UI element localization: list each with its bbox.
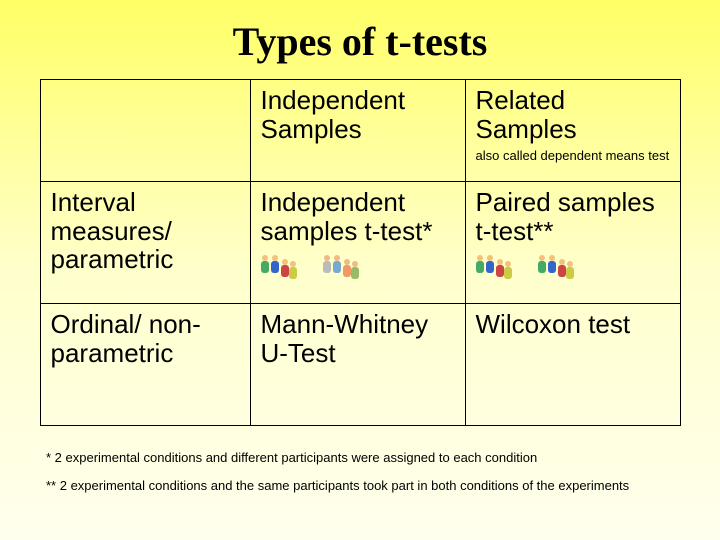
page-title: Types of t-tests [0,0,720,79]
row1-label-cell: Ordinal/ non-parametric [40,304,250,426]
family-icon [476,255,510,273]
group-icons [476,255,670,273]
table-row: Ordinal/ non-parametric Mann-Whitney U-T… [40,304,680,426]
row1-col2-cell: Wilcoxon test [465,304,680,426]
row0-label-cell: Interval measures/ parametric [40,182,250,304]
row0-col1-cell: Independent samples t-test* [250,182,465,304]
family-icon [538,255,572,273]
group-icons [261,255,455,273]
footnotes: * 2 experimental conditions and differen… [46,450,674,493]
header-independent: Independent Samples [250,80,465,182]
row0-col1-text: Independent samples t-test* [261,188,455,245]
row0-col2-cell: Paired samples t-test** [465,182,680,304]
table-header-row: Independent Samples Related Samples also… [40,80,680,182]
header-related-subnote: also called dependent means test [476,149,670,164]
row0-col2-text: Paired samples t-test** [476,188,670,245]
family-icon [261,255,295,273]
ttest-table: Independent Samples Related Samples also… [40,79,681,426]
footnote-1: * 2 experimental conditions and differen… [46,450,674,466]
row1-col1-cell: Mann-Whitney U-Test [250,304,465,426]
row1-col2-text: Wilcoxon test [476,310,670,339]
row1-col1-text: Mann-Whitney U-Test [261,310,455,367]
table-row: Interval measures/ parametric Independen… [40,182,680,304]
header-related: Related Samples also called dependent me… [465,80,680,182]
header-independent-label: Independent Samples [261,86,455,143]
footnote-2: ** 2 experimental conditions and the sam… [46,478,674,494]
family-icon [323,255,357,273]
row1-label: Ordinal/ non-parametric [51,310,240,367]
header-related-label: Related Samples [476,86,670,143]
header-blank [40,80,250,182]
row0-label: Interval measures/ parametric [51,188,240,274]
